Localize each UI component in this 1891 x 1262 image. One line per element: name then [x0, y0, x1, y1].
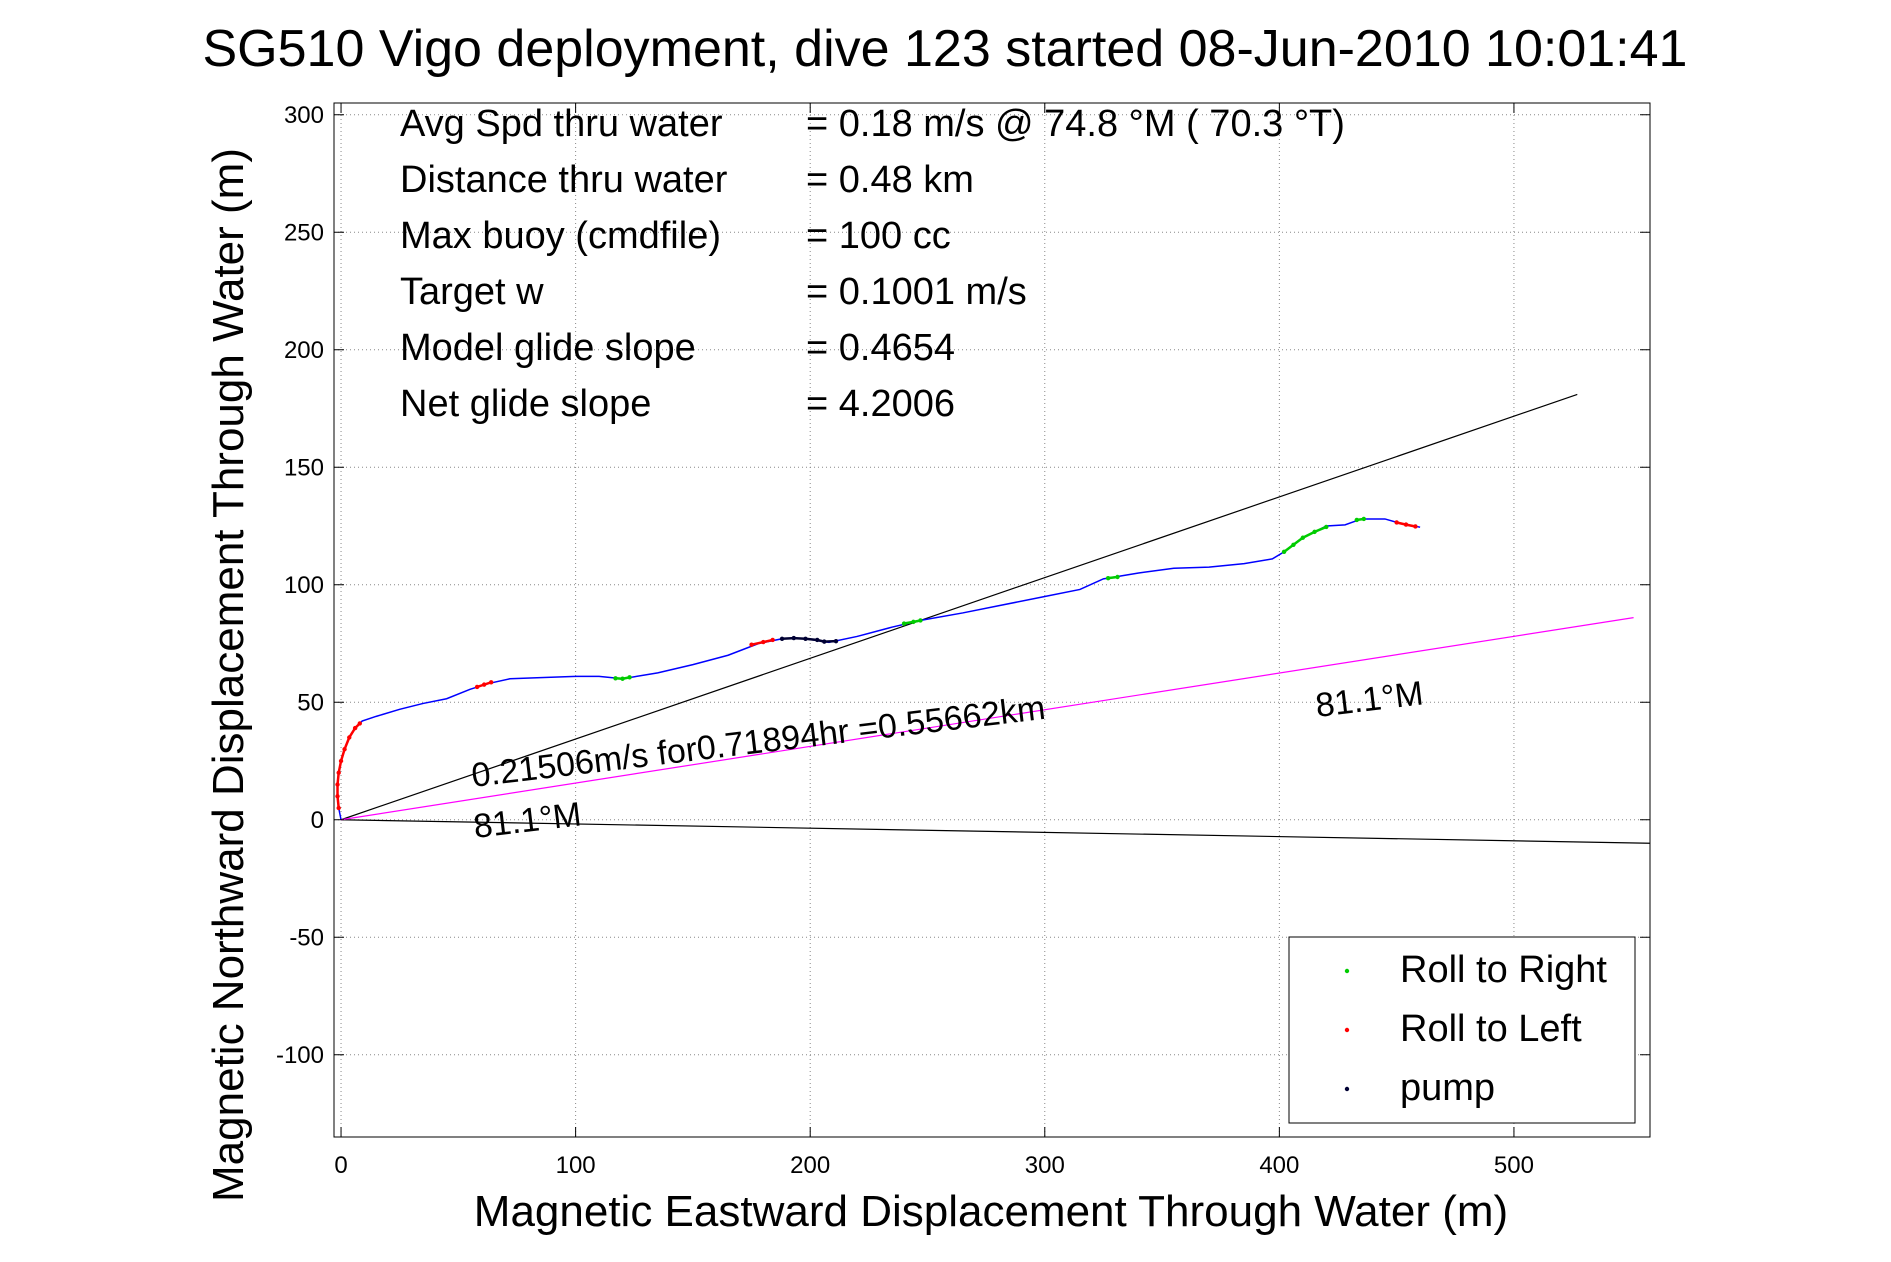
stat-label: Target w: [400, 271, 544, 313]
track-point: [761, 639, 766, 645]
stat-value: = 0.18 m/s @ 74.8 °M ( 70.3 °T): [806, 103, 1345, 145]
track-point: [1105, 575, 1111, 581]
stat-label: Model glide slope: [400, 327, 696, 369]
x-tick-label: 200: [790, 1152, 830, 1179]
reference-line: [340, 617, 1634, 821]
stat-label: Max buoy (cmdfile): [400, 215, 721, 257]
y-tick-label: 200: [284, 337, 324, 364]
track-point: [822, 639, 827, 644]
track-point: [1413, 524, 1418, 529]
stat-value: = 0.1001 m/s: [806, 271, 1027, 313]
track-point: [749, 642, 754, 647]
y-axis-label: Magnetic Northward Displacement Through …: [204, 148, 253, 1202]
track-point: [620, 676, 625, 681]
track-point: [347, 735, 352, 740]
plot-frame: [333, 102, 1651, 1138]
track-point: [1281, 549, 1287, 555]
y-tick-label: 300: [284, 102, 324, 129]
stat-value: = 0.4654: [806, 327, 955, 369]
track-point: [336, 805, 341, 811]
track-point: [1324, 524, 1329, 530]
track-point: [1361, 516, 1367, 522]
track-point: [911, 619, 916, 625]
track-point: [481, 682, 487, 687]
y-tick-label: -100: [276, 1042, 324, 1069]
y-tick-label: 150: [284, 454, 324, 481]
stat-value: = 100 cc: [806, 215, 951, 257]
legend-label: Roll to Right: [1400, 949, 1607, 991]
track-point: [335, 782, 340, 787]
track-point: [342, 747, 347, 752]
reference-line: [341, 819, 1651, 844]
legend-marker: [1344, 1027, 1350, 1033]
track-point: [901, 621, 907, 626]
track-point: [770, 637, 775, 643]
y-tick-label: -50: [289, 924, 324, 951]
track-point: [779, 636, 785, 641]
track-point: [335, 794, 340, 799]
track-point: [352, 725, 358, 731]
y-tick-label: 50: [297, 689, 324, 716]
track-point: [1300, 535, 1306, 540]
x-axis-label: Magnetic Eastward Displacement Through W…: [474, 1187, 1508, 1236]
axis-ticks: 0 100 200 300 400 500 -100 -50 0 50 100 150 200 250 30…: [276, 102, 1650, 1179]
stat-value: = 0.48 km: [806, 159, 974, 201]
track-point: [791, 635, 796, 641]
stat-label: Net glide slope: [400, 383, 651, 425]
track-point: [627, 675, 632, 680]
y-tick-label: 250: [284, 219, 324, 246]
track-point: [833, 638, 839, 644]
track-point: [336, 770, 341, 775]
track-point: [918, 618, 923, 623]
stat-label: Avg Spd thru water: [400, 103, 723, 145]
stat-label: Distance thru water: [400, 159, 728, 201]
track-point: [1394, 520, 1399, 525]
track-point: [1312, 529, 1317, 535]
y-tick-label: 100: [284, 572, 324, 599]
track-point: [1354, 517, 1359, 523]
x-tick-label: 100: [556, 1152, 596, 1179]
legend-label: pump: [1400, 1067, 1495, 1109]
track-point: [357, 721, 363, 726]
glider-track: [335, 516, 1421, 820]
track-point: [488, 680, 494, 685]
track-point: [613, 676, 618, 681]
legend-marker: [1344, 1086, 1350, 1092]
track-point: [803, 636, 808, 641]
track-point: [1403, 522, 1409, 527]
track-point: [1115, 574, 1120, 580]
x-tick-label: 0: [334, 1152, 347, 1179]
stats-block: Avg Spd thru water = 0.18 m/s @ 74.8 °M (…: [400, 103, 1345, 425]
chart-title: SG510 Vigo deployment, dive 123 started …: [203, 20, 1688, 78]
reference-line: [340, 393, 1578, 821]
grid: [334, 103, 1650, 1137]
track-point: [338, 758, 344, 764]
track-point: [815, 637, 820, 643]
track-point: [1291, 542, 1296, 547]
track-point: [474, 684, 480, 690]
stat-value: = 4.2006: [806, 383, 955, 425]
legend-marker: [1344, 968, 1350, 974]
legend-label: Roll to Left: [1400, 1008, 1582, 1050]
y-tick-label: 0: [311, 807, 324, 834]
x-tick-label: 400: [1259, 1152, 1299, 1179]
reference-lines: [340, 393, 1651, 844]
legend: Roll to Right Roll to Left pump: [1288, 936, 1636, 1124]
x-tick-label: 300: [1025, 1152, 1065, 1179]
x-tick-label: 500: [1494, 1152, 1534, 1179]
